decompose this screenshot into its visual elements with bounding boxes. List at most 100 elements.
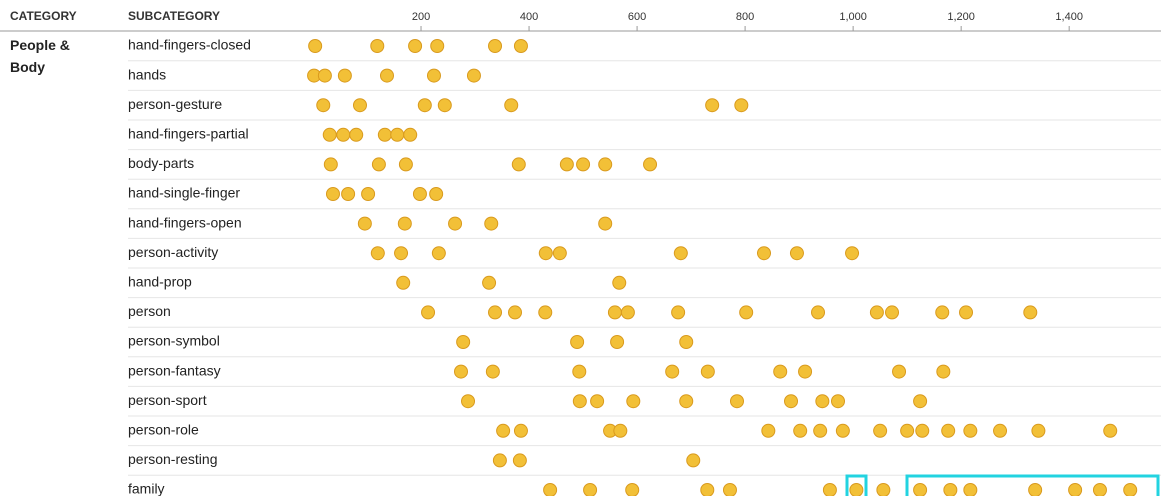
emoji-point [362,188,375,201]
emoji-point [317,99,330,112]
emoji-point [1093,484,1106,496]
x-tick-label: 800 [736,11,754,23]
x-tick-label: 1,400 [1055,11,1083,23]
emoji-point [701,484,714,496]
emoji-point [812,306,825,319]
emoji-point [338,69,351,82]
emoji-point [850,484,863,496]
emoji-point [573,365,586,378]
emoji-point [371,40,384,53]
emoji-point [584,484,597,496]
emoji-point [353,99,366,112]
x-tick-label: 200 [412,11,430,23]
emoji-point [422,306,435,319]
emoji-point [994,424,1007,437]
emoji-point [462,395,475,408]
emoji-point [701,365,714,378]
emoji-point [449,217,462,230]
subcategory-label: family [128,481,165,496]
emoji-point [539,306,552,319]
emoji-point [816,395,829,408]
x-tick-label: 400 [520,11,538,23]
emoji-point [936,306,949,319]
emoji-point [497,424,510,437]
emoji-point [599,158,612,171]
emoji-point [914,395,927,408]
emoji-point [680,395,693,408]
emoji-point [323,128,336,141]
emoji-point [794,424,807,437]
emoji-point [577,158,590,171]
subcategory-label: hands [128,66,166,82]
chart: CATEGORY SUBCATEGORY People &Body2004006… [0,0,1161,496]
emoji-point [1104,424,1117,437]
emoji-point [513,454,526,467]
emoji-point [553,247,566,260]
page: CATEGORY SUBCATEGORY People &Body2004006… [0,0,1161,496]
emoji-point [505,99,518,112]
emoji-point [399,158,412,171]
emoji-point [666,365,679,378]
emoji-point [740,306,753,319]
emoji-point [404,128,417,141]
emoji-point [395,247,408,260]
emoji-point [509,306,522,319]
emoji-point [687,454,700,467]
emoji-point [398,217,411,230]
emoji-point [571,336,584,349]
emoji-point [627,395,640,408]
subcategory-label: person-resting [128,451,218,467]
emoji-point [380,69,393,82]
emoji-point [514,40,527,53]
emoji-point [430,188,443,201]
emoji-point [886,306,899,319]
emoji-point [1032,424,1045,437]
subcategory-label: body-parts [128,155,194,171]
emoji-point [672,306,685,319]
emoji-point [964,424,977,437]
emoji-point [846,247,859,260]
emoji-point [486,365,499,378]
emoji-point [901,424,914,437]
emoji-point [790,247,803,260]
emoji-point [371,247,384,260]
header: SUBCATEGORY [128,9,220,23]
header: CATEGORY [10,9,77,23]
emoji-point [391,128,404,141]
emoji-point [964,484,977,496]
emoji-point [591,395,604,408]
emoji-point [644,158,657,171]
subcategory-label: person-sport [128,392,207,408]
emoji-point [493,454,506,467]
emoji-point [626,484,639,496]
emoji-point [823,484,836,496]
emoji-point [326,188,339,201]
x-tick-label: 600 [628,11,646,23]
subcategory-label: hand-fingers-closed [128,37,251,53]
subcategory-label: hand-prop [128,274,192,290]
subcategory-label: person [128,303,171,319]
emoji-point [613,276,626,289]
emoji-point [378,128,391,141]
emoji-point [960,306,973,319]
emoji-point [318,69,331,82]
subcategory-label: person-gesture [128,96,222,112]
emoji-point [706,99,719,112]
x-tick-label: 1,000 [839,11,867,23]
emoji-point [1124,484,1137,496]
emoji-point [358,217,371,230]
emoji-point [337,128,350,141]
emoji-point [573,395,586,408]
emoji-point [454,365,467,378]
emoji-point [457,336,470,349]
emoji-point [944,484,957,496]
emoji-point [372,158,385,171]
emoji-point [614,424,627,437]
emoji-point [893,365,906,378]
emoji-point [680,336,693,349]
emoji-point [438,99,451,112]
emoji-point [836,424,849,437]
emoji-point [870,306,883,319]
emoji-point [350,128,363,141]
emoji-point [799,365,812,378]
